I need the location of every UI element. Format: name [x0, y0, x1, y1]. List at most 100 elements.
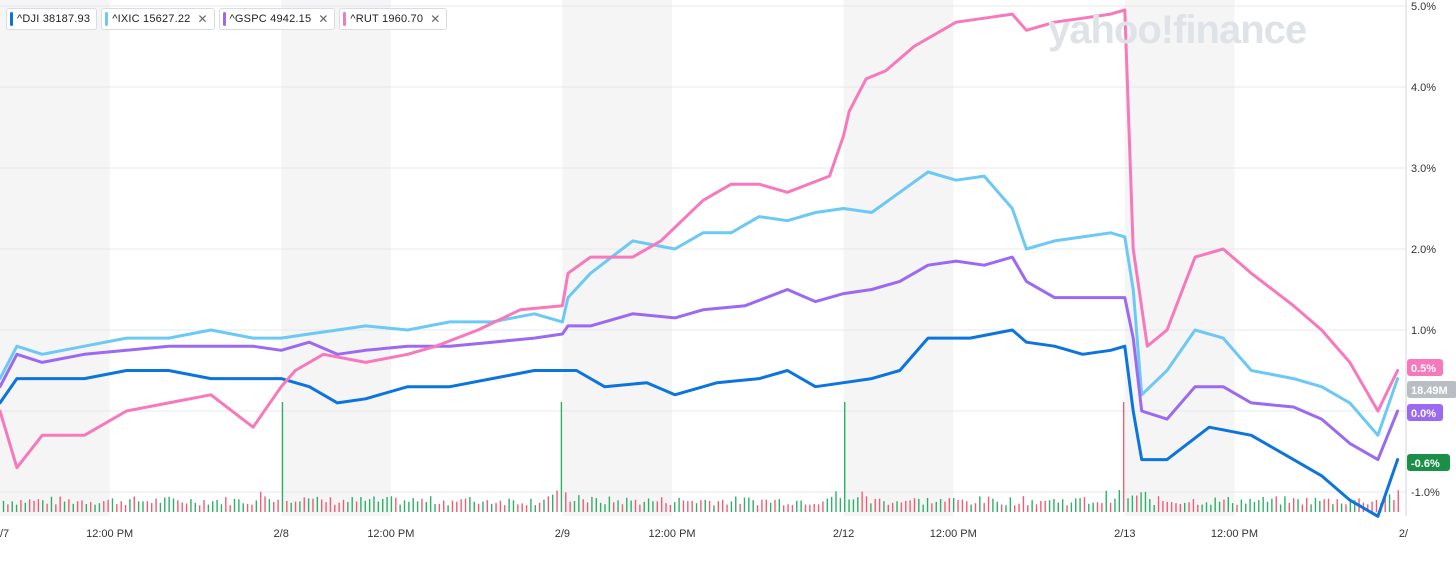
volume-bar: [229, 505, 231, 512]
volume-bar: [198, 505, 201, 512]
legend: ^DJI 38187.93 ^IXIC 15627.22 ✕ ^GSPC 494…: [6, 8, 448, 30]
volume-bar: [355, 501, 358, 512]
volume-bar: [1088, 503, 1090, 512]
volume-bar: [674, 502, 676, 512]
volume-bar: [704, 499, 706, 512]
volume-bar: [1306, 498, 1308, 512]
volume-bar: [469, 497, 471, 512]
volume-bar: [168, 496, 170, 512]
volume-bar: [769, 502, 772, 512]
volume-bar: [190, 499, 192, 512]
volume-bar: [783, 505, 785, 512]
volume-bar: [905, 500, 907, 512]
volume-bar: [582, 499, 584, 512]
volume-bar: [822, 501, 824, 512]
volume-bar: [809, 504, 811, 512]
volume-bar: [303, 497, 305, 512]
legend-item-gspc[interactable]: ^GSPC 4942.15 ✕: [218, 8, 336, 30]
volume-bar: [1349, 501, 1352, 512]
volume-bar: [1205, 502, 1208, 512]
series-line-gspc: [0, 255, 1400, 462]
volume-bar: [338, 502, 340, 512]
volume-bar: [1245, 503, 1247, 512]
volume-bar: [111, 498, 114, 512]
value-badge-label: -0.6%: [1411, 458, 1440, 470]
volume-bar: [1031, 500, 1033, 512]
legend-item-rut[interactable]: ^RUT 1960.70 ✕: [339, 8, 448, 30]
close-icon[interactable]: ✕: [430, 12, 441, 26]
legend-swatch-ixic: [105, 12, 109, 26]
series-line-rut: [0, 8, 1400, 470]
volume-bar: [151, 502, 153, 512]
volume-bar: [1310, 504, 1312, 512]
volume-bar: [294, 501, 297, 512]
legend-item-dji[interactable]: ^DJI 38187.93: [6, 8, 98, 30]
volume-bar: [774, 499, 776, 512]
volume-bar: [277, 499, 279, 512]
volume-bar: [1131, 495, 1134, 512]
volume-bar: [660, 497, 663, 512]
volume-bar: [1009, 497, 1012, 512]
volume-bar: [708, 500, 711, 512]
volume-bar: [1048, 500, 1051, 512]
volume-bar: [1240, 499, 1243, 512]
volume-bar: [172, 498, 175, 512]
volume-bar: [578, 495, 580, 512]
volume-bar: [926, 498, 929, 512]
volume-bar: [46, 503, 48, 512]
volume-bar: [878, 498, 881, 512]
volume-bar: [595, 498, 597, 512]
volume-bar: [15, 504, 18, 512]
volume-bar: [987, 496, 990, 512]
volume-bar: [1288, 502, 1290, 512]
volume-bar: [778, 499, 781, 512]
volume-bar: [721, 499, 724, 512]
volume-bar: [1022, 496, 1025, 512]
volume-bar: [1079, 498, 1081, 512]
volume-bar: [382, 498, 384, 512]
volume-bar: [1092, 502, 1094, 512]
volume-bar: [203, 499, 205, 512]
volume-bar: [1388, 494, 1391, 512]
volume-bar: [534, 505, 536, 512]
volume-bar: [482, 501, 484, 512]
legend-label-rut: ^RUT 1960.70: [350, 13, 424, 25]
volume-bar: [966, 501, 968, 512]
volume-bar: [1109, 502, 1112, 512]
volume-bar: [1096, 502, 1099, 512]
close-icon[interactable]: ✕: [197, 12, 208, 26]
volume-bar: [290, 502, 292, 512]
volume-bar: [796, 500, 798, 512]
volume-bar: [665, 503, 667, 512]
volume-bar: [992, 498, 994, 512]
volume-bar: [7, 504, 9, 512]
volume-bar: [1127, 498, 1129, 512]
volume-bar: [129, 499, 131, 512]
volume-bar: [687, 501, 689, 512]
volume-bar: [133, 496, 135, 512]
close-icon[interactable]: ✕: [318, 12, 329, 26]
volume-bar: [76, 501, 79, 512]
volume-bar: [364, 500, 366, 512]
volume-bar: [42, 500, 44, 512]
x-tick-label: 2/8: [274, 528, 289, 540]
volume-bar: [865, 496, 868, 512]
volume-bar: [447, 505, 449, 512]
volume-bar: [813, 504, 815, 512]
volume-bar: [1336, 499, 1338, 512]
series-line-ixic: [0, 170, 1400, 437]
x-tick-label: /7: [0, 528, 9, 540]
volume-bar: [89, 502, 92, 512]
volume-bar: [1192, 499, 1195, 512]
volume-bar: [1166, 501, 1168, 512]
volume-bar: [1101, 503, 1103, 512]
volume-bar: [412, 498, 414, 512]
volume-bar: [81, 500, 83, 512]
x-tick-label: 12:00 PM: [86, 528, 133, 540]
value-badge: [1407, 359, 1443, 376]
yahoo-finance-watermark: yahoo!finance: [1048, 8, 1307, 52]
x-tick-label: 2/9: [555, 528, 570, 540]
legend-item-ixic[interactable]: ^IXIC 15627.22 ✕: [101, 8, 215, 30]
volume-bar: [1275, 496, 1277, 512]
